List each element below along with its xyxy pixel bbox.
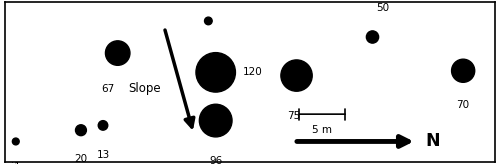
Text: 5 m: 5 m: [312, 125, 332, 135]
Text: Slope: Slope: [128, 82, 161, 95]
Text: 50: 50: [376, 3, 389, 13]
Ellipse shape: [98, 121, 108, 130]
Ellipse shape: [196, 53, 235, 92]
Text: 75: 75: [288, 111, 300, 121]
Ellipse shape: [12, 138, 19, 145]
Text: 120: 120: [242, 67, 262, 77]
Ellipse shape: [452, 59, 474, 82]
Ellipse shape: [200, 104, 232, 137]
Text: 70: 70: [456, 100, 469, 110]
Ellipse shape: [106, 41, 130, 65]
Ellipse shape: [366, 31, 378, 43]
Text: 13: 13: [96, 150, 110, 160]
Text: 67: 67: [102, 84, 114, 94]
Ellipse shape: [204, 17, 212, 25]
Text: N: N: [426, 133, 440, 150]
Text: 96: 96: [209, 156, 222, 164]
Ellipse shape: [281, 60, 312, 91]
Text: i1: i1: [11, 162, 20, 164]
Text: 20: 20: [74, 154, 88, 164]
Ellipse shape: [76, 125, 86, 136]
